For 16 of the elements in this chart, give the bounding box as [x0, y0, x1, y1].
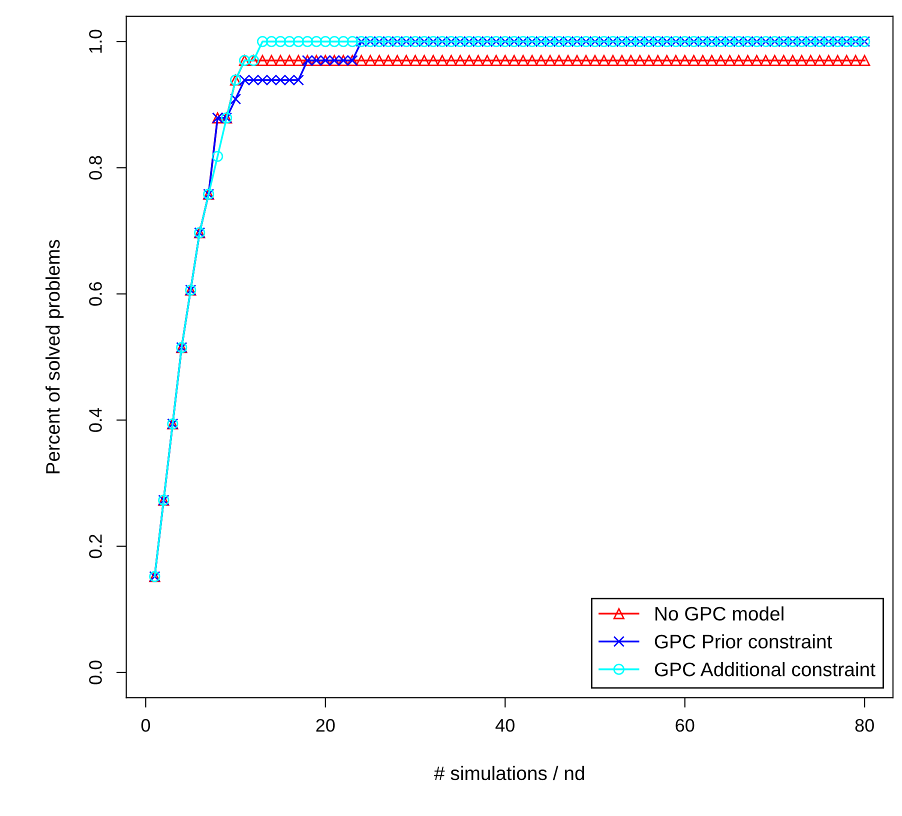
x-tick-label: 80: [855, 718, 874, 732]
x-tick-label: 40: [496, 718, 514, 732]
y-axis-title: Percent of solved problems: [45, 240, 64, 474]
legend-label: No GPC model: [656, 606, 784, 621]
legend-label: GPC Prior constraint: [654, 634, 832, 648]
x-tick-label: 60: [676, 718, 694, 732]
y-tick-label: 0.8: [89, 156, 102, 180]
x-tick-label: 20: [316, 718, 335, 732]
y-tick-label: 0.6: [89, 282, 102, 306]
y-tick-label: 1.0: [89, 30, 102, 53]
x-axis-title: # simulations / nd: [434, 766, 584, 780]
y-tick-label: 0.2: [89, 534, 102, 558]
y-tick-label: 0.0: [89, 660, 102, 684]
y-tick-label: 0.4: [89, 408, 102, 432]
x-tick-label: 0: [141, 718, 150, 732]
legend-label: GPC Additional constraint: [654, 662, 876, 676]
